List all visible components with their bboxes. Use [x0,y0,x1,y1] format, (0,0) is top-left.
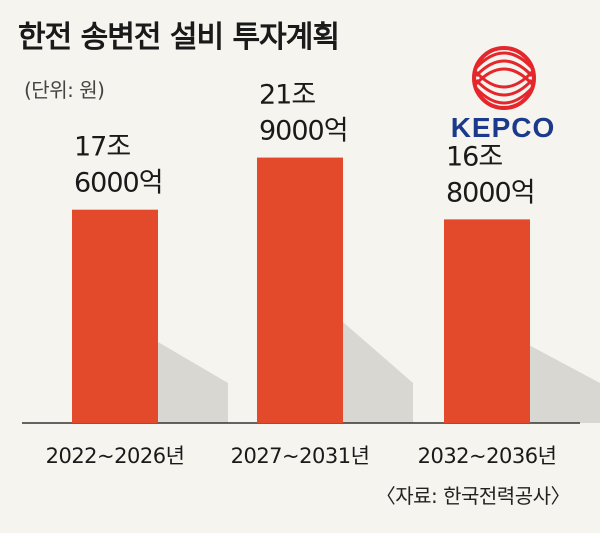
kepco-logo-text: KEPCO [450,112,556,143]
bar-shadow [158,341,228,423]
x-tick-label: 2032~2036년 [418,444,557,468]
data-label: 17조 [74,132,130,163]
bar [257,157,343,423]
kepco-logo-icon [472,46,536,110]
bar-shadow [343,322,413,423]
data-label: 6000억 [74,168,163,199]
data-label: 8000억 [446,177,535,208]
x-tick-label: 2022~2026년 [46,444,185,468]
x-tick-label: 2027~2031년 [231,444,370,468]
bar [72,209,158,423]
source-note: 〈자료: 한국전력공사〉 [375,484,571,508]
data-label: 21조 [259,80,315,111]
bar-shadow [530,345,600,423]
data-label: 9000억 [259,116,348,147]
unit-label: (단위: 원) [24,78,105,102]
data-label: 16조 [446,141,502,172]
bar [444,219,530,423]
chart-title: 한전 송변전 설비 투자계획 [18,20,340,55]
